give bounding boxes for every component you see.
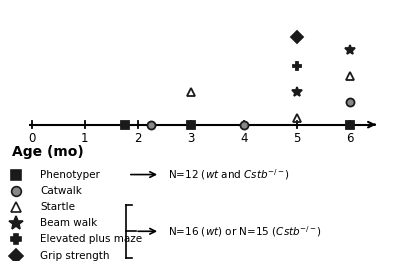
Text: 2: 2 bbox=[134, 132, 142, 145]
Text: 0: 0 bbox=[28, 132, 36, 145]
Text: Startle: Startle bbox=[40, 202, 75, 212]
Text: Elevated plus maze: Elevated plus maze bbox=[40, 234, 142, 244]
Text: N=12 ($\it{wt}$ and $\it{Cstb}$$^{-/-}$): N=12 ($\it{wt}$ and $\it{Cstb}$$^{-/-}$) bbox=[168, 167, 290, 182]
Text: Grip strength: Grip strength bbox=[40, 251, 110, 260]
Text: N=16 ($\it{wt}$) or N=15 ($\it{Cstb}$$^{-/-}$): N=16 ($\it{wt}$) or N=15 ($\it{Cstb}$$^{… bbox=[168, 224, 322, 239]
Text: 1: 1 bbox=[81, 132, 89, 145]
Text: Beam walk: Beam walk bbox=[40, 218, 97, 228]
Text: 4: 4 bbox=[240, 132, 248, 145]
Text: Catwalk: Catwalk bbox=[40, 186, 82, 196]
Text: 3: 3 bbox=[187, 132, 194, 145]
Text: Phenotyper: Phenotyper bbox=[40, 170, 100, 180]
Text: Age (mo): Age (mo) bbox=[12, 145, 84, 158]
Text: 6: 6 bbox=[346, 132, 353, 145]
Text: 5: 5 bbox=[293, 132, 300, 145]
